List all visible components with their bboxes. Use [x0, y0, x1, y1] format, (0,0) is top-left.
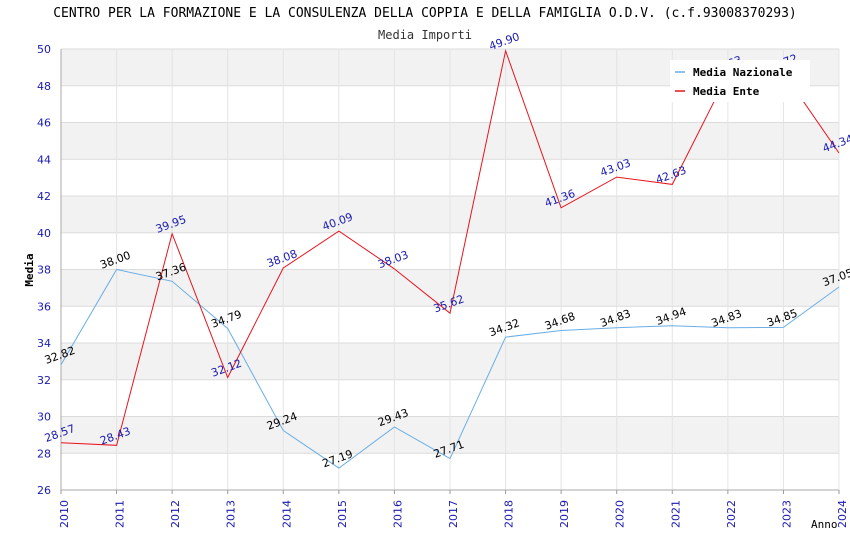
y-tick-label: 38	[37, 264, 51, 277]
chart-subtitle: Media Importi	[378, 28, 472, 42]
x-tick-label: 2017	[447, 500, 460, 528]
y-tick-labels: 26 28 30 32 34 36 38 40 42 44 46 48 50	[37, 43, 51, 497]
x-tick-label: 2022	[725, 500, 738, 528]
axes	[60, 49, 840, 494]
data-label: 34.83	[598, 307, 632, 330]
legend-label-media-nazionale: Media Nazionale	[693, 66, 793, 79]
y-axis-label: Media	[23, 253, 36, 286]
data-label: 34.83	[710, 307, 744, 330]
x-tick-label: 2011	[114, 500, 127, 528]
series-lines	[60, 48, 840, 469]
x-tick-label: 2024	[836, 500, 849, 528]
x-tick-labels: 2010 2011 2012 2013 2014 2015 2016 2017 2018 2019…	[58, 500, 849, 528]
data-label: 38.08	[265, 247, 299, 270]
x-tick-label: 2010	[58, 500, 71, 528]
data-label: 34.68	[543, 310, 577, 333]
x-tick-label: 2015	[336, 500, 349, 528]
y-tick-label: 48	[37, 80, 51, 93]
y-tick-label: 40	[37, 227, 51, 240]
data-label: 34.94	[654, 305, 688, 328]
series-line-media-ente	[60, 48, 840, 446]
y-tick-label: 36	[37, 300, 51, 313]
y-tick-label: 46	[37, 117, 51, 130]
data-label: 38.00	[98, 249, 132, 272]
y-tick-label: 30	[37, 411, 51, 424]
y-tick-label: 50	[37, 43, 51, 56]
x-tick-label: 2013	[225, 500, 238, 528]
y-tick-label: 34	[37, 337, 51, 350]
data-label: 34.85	[765, 307, 799, 330]
y-tick-label: 32	[37, 374, 51, 387]
y-tick-label: 28	[37, 447, 51, 460]
series-line-media-nazionale	[60, 268, 840, 469]
chart-title: CENTRO PER LA FORMAZIONE E LA CONSULENZA…	[53, 6, 797, 21]
y-tick-label: 26	[37, 484, 51, 497]
x-tick-label: 2019	[558, 500, 571, 528]
x-tick-label: 2014	[280, 500, 293, 528]
y-tick-label: 44	[37, 153, 51, 166]
x-tick-label: 2021	[669, 500, 682, 528]
legend-box	[670, 60, 810, 102]
y-tick-label: 42	[37, 190, 51, 203]
data-label: 42.63	[654, 164, 688, 187]
x-tick-label: 2023	[780, 500, 793, 528]
x-tick-label: 2012	[169, 500, 182, 528]
x-tick-label: 2016	[391, 500, 404, 528]
x-tick-label: 2018	[503, 500, 516, 528]
x-tick-label: 2020	[614, 500, 627, 528]
legend: Media Nazionale Media Ente	[670, 60, 810, 102]
legend-label-media-ente: Media Ente	[693, 85, 760, 98]
x-axis-label: Anno	[811, 518, 838, 531]
